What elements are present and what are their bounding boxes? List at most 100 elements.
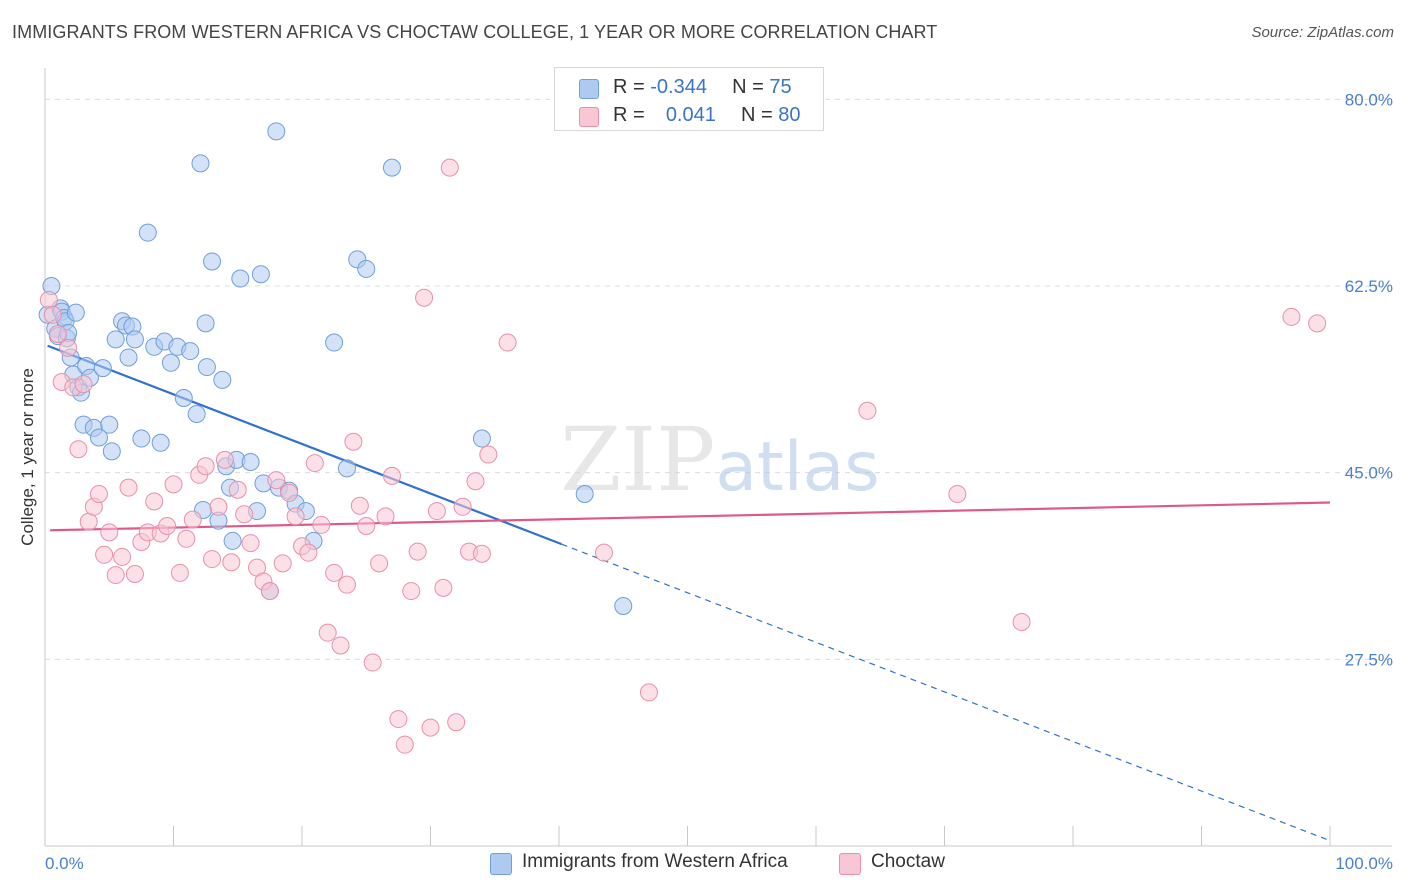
point-choctaw bbox=[389, 710, 408, 729]
point-choctaw bbox=[260, 582, 279, 601]
point-choctaw bbox=[434, 578, 453, 597]
point-choctaw bbox=[325, 563, 344, 582]
point-choctaw bbox=[145, 492, 164, 511]
point-choctaw bbox=[280, 483, 299, 502]
source-label: Source: ZipAtlas.com bbox=[1251, 24, 1394, 41]
point-choctaw bbox=[158, 517, 177, 535]
point-choctaw bbox=[113, 547, 132, 566]
point-choctaw bbox=[466, 472, 485, 491]
point-choctaw bbox=[74, 375, 93, 394]
point-western-africa bbox=[223, 531, 242, 550]
point-western-africa bbox=[267, 122, 286, 141]
point-choctaw bbox=[170, 563, 189, 582]
point-western-africa bbox=[151, 433, 170, 452]
chart-title: IMMIGRANTS FROM WESTERN AFRICA VS CHOCTA… bbox=[12, 22, 938, 42]
y-tick-label: 45.0% bbox=[1345, 464, 1393, 483]
point-choctaw bbox=[415, 288, 434, 307]
point-choctaw bbox=[241, 534, 260, 553]
point-choctaw bbox=[267, 471, 286, 490]
x-tick-label: 0.0% bbox=[45, 854, 84, 873]
point-choctaw bbox=[350, 496, 369, 515]
trend-line-choctaw bbox=[50, 501, 1331, 532]
point-choctaw bbox=[421, 718, 440, 737]
point-western-africa bbox=[191, 154, 210, 173]
point-western-africa bbox=[213, 370, 232, 389]
point-western-africa bbox=[106, 330, 125, 349]
point-choctaw bbox=[639, 683, 658, 702]
y-axis-label: College, 1 year or more bbox=[18, 368, 37, 546]
point-western-africa bbox=[125, 330, 144, 349]
point-choctaw bbox=[858, 401, 877, 420]
legend-n-label: N = bbox=[741, 104, 773, 126]
point-western-africa bbox=[102, 442, 121, 461]
bottom-legend-swatch-blue bbox=[490, 853, 512, 875]
point-choctaw bbox=[305, 454, 324, 473]
legend-text: R = 0.041 N = 80 bbox=[613, 104, 801, 127]
point-choctaw bbox=[69, 440, 88, 459]
point-choctaw bbox=[331, 636, 350, 655]
point-choctaw bbox=[408, 542, 427, 561]
point-choctaw bbox=[1308, 314, 1327, 333]
bottom-legend-label: Immigrants from Western Africa bbox=[522, 851, 788, 872]
legend-r-label: R = bbox=[613, 76, 645, 98]
point-western-africa bbox=[203, 252, 222, 271]
point-western-africa bbox=[231, 269, 250, 288]
point-choctaw bbox=[299, 543, 318, 562]
point-choctaw bbox=[209, 497, 228, 516]
point-choctaw bbox=[196, 457, 215, 476]
trend-line-western-africa bbox=[47, 344, 562, 546]
point-choctaw bbox=[370, 554, 389, 573]
point-choctaw bbox=[177, 529, 196, 548]
point-western-africa bbox=[357, 259, 376, 278]
y-tick-label: 80.0% bbox=[1345, 90, 1393, 109]
point-choctaw bbox=[125, 565, 144, 583]
point-western-africa bbox=[132, 429, 151, 448]
point-choctaw bbox=[89, 485, 108, 503]
point-choctaw bbox=[164, 475, 183, 494]
point-choctaw bbox=[183, 510, 202, 529]
point-choctaw bbox=[228, 480, 247, 499]
bottom-legend-label: Choctaw bbox=[871, 851, 945, 872]
point-choctaw bbox=[382, 466, 401, 485]
legend-swatch-blue bbox=[579, 79, 599, 99]
point-western-africa bbox=[138, 223, 157, 242]
point-western-africa bbox=[197, 358, 216, 377]
legend-row-choctaw: R = 0.041 N = 80 bbox=[555, 102, 823, 130]
point-choctaw bbox=[402, 582, 421, 601]
point-choctaw bbox=[79, 512, 98, 531]
point-western-africa bbox=[251, 265, 270, 284]
point-western-africa bbox=[575, 485, 594, 503]
point-choctaw bbox=[59, 338, 78, 357]
point-western-africa bbox=[93, 359, 112, 378]
point-choctaw bbox=[440, 158, 459, 177]
point-choctaw bbox=[43, 305, 62, 324]
point-choctaw bbox=[273, 554, 292, 573]
point-choctaw bbox=[312, 515, 331, 534]
point-choctaw bbox=[427, 502, 446, 521]
point-choctaw bbox=[222, 553, 241, 572]
point-choctaw bbox=[594, 543, 613, 562]
point-choctaw bbox=[215, 450, 234, 469]
legend-swatch-pink bbox=[579, 107, 599, 127]
point-western-africa bbox=[472, 429, 491, 448]
point-choctaw bbox=[337, 575, 356, 594]
point-choctaw bbox=[948, 485, 967, 503]
point-choctaw bbox=[95, 545, 114, 564]
point-choctaw bbox=[479, 445, 498, 464]
point-western-africa bbox=[337, 459, 356, 478]
legend-r-value: -0.344 bbox=[650, 76, 707, 98]
y-tick-label: 27.5% bbox=[1345, 650, 1393, 669]
legend-row-western-africa: R = -0.344 N = 75 bbox=[555, 74, 823, 102]
legend-n-value: 75 bbox=[769, 76, 792, 98]
legend-n-value: 80 bbox=[778, 104, 801, 126]
point-western-africa bbox=[100, 415, 119, 434]
stats-legend: R = -0.344 N = 75 R = 0.041 N = 80 bbox=[554, 67, 824, 131]
point-choctaw bbox=[376, 507, 395, 526]
point-choctaw bbox=[318, 623, 337, 642]
point-choctaw bbox=[447, 713, 466, 732]
point-choctaw bbox=[472, 544, 491, 563]
point-western-africa bbox=[187, 405, 206, 423]
point-western-africa bbox=[66, 303, 85, 322]
point-choctaw bbox=[498, 333, 517, 352]
